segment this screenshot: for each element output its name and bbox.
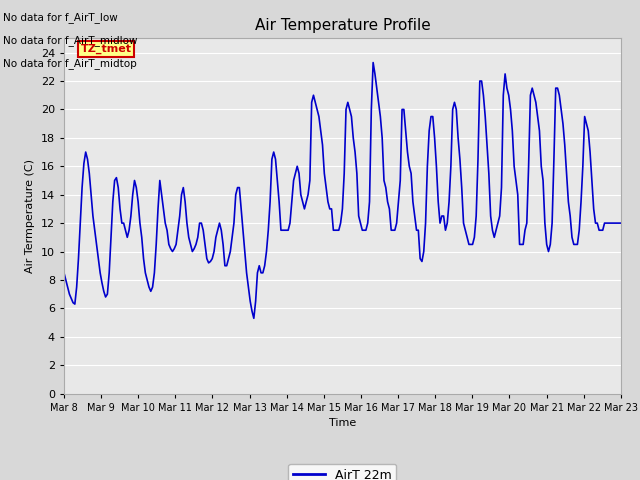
Title: Air Temperature Profile: Air Temperature Profile <box>255 18 430 33</box>
Y-axis label: Air Termperature (C): Air Termperature (C) <box>25 159 35 273</box>
Legend: AirT 22m: AirT 22m <box>289 464 396 480</box>
Text: TZ_tmet: TZ_tmet <box>81 44 132 54</box>
Text: No data for f_AirT_midlow: No data for f_AirT_midlow <box>3 35 138 46</box>
Text: No data for f_AirT_low: No data for f_AirT_low <box>3 12 118 23</box>
X-axis label: Time: Time <box>329 418 356 428</box>
Text: No data for f_AirT_midtop: No data for f_AirT_midtop <box>3 58 137 69</box>
